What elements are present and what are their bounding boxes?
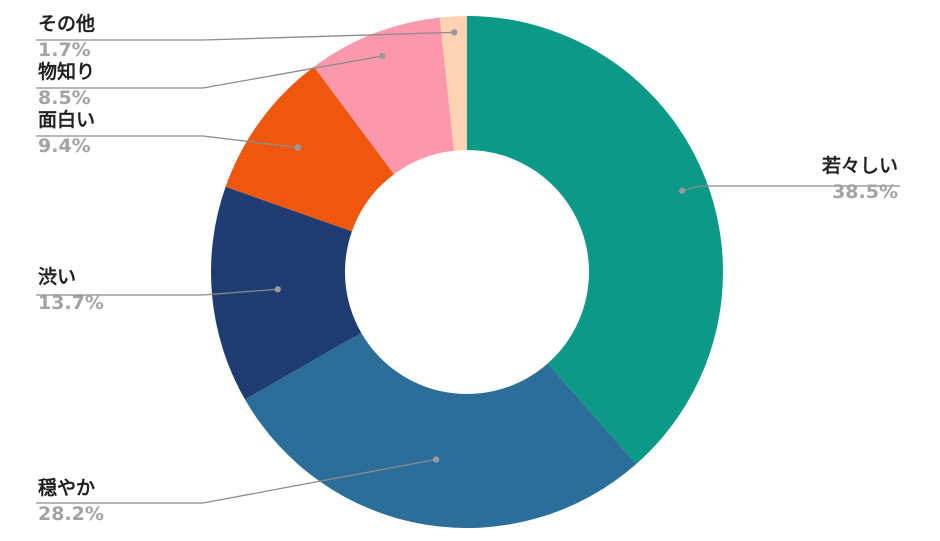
leader-line-3 (36, 288, 278, 296)
leader-line-1 (681, 185, 900, 192)
leader-dot-5 (379, 52, 386, 60)
slice-value-label-5: 8.5% (38, 87, 91, 109)
slice-value-label-1: 38.5% (832, 181, 898, 203)
labels-layer: 若々しい 38.5% 穏やか 28.2% 渋い 13.7% 面白い 9.4% 物知り 8.5% その… (38, 12, 898, 525)
slice-label-2: 穏やか (38, 477, 95, 499)
donut-slice-6 (439, 16, 467, 151)
slice-value-label-4: 9.4% (38, 135, 91, 157)
slice-value-label-2: 28.2% (38, 503, 104, 525)
slice-label-1: 若々しい (822, 154, 898, 177)
leader-dot-6 (450, 29, 458, 36)
leader-line-6 (36, 31, 455, 41)
slice-label-5: 物知り (38, 60, 95, 83)
donut-slice-2 (245, 332, 637, 528)
leader-dot-1 (678, 187, 686, 194)
slice-label-4: 面白い (38, 108, 95, 131)
leader-line-5 (36, 55, 383, 89)
donut-slice-1 (467, 16, 723, 465)
donut-slice-3 (210, 186, 362, 400)
slices-layer (210, 16, 723, 528)
leader-line-2 (36, 458, 437, 504)
slice-value-label-3: 13.7% (38, 292, 104, 314)
leader-dot-2 (432, 456, 440, 463)
leader-line-4 (36, 135, 298, 149)
slice-label-6: その他 (38, 12, 95, 35)
leader-dot-3 (274, 286, 281, 293)
slice-label-3: 渋い (38, 265, 76, 288)
donut-slice-5 (313, 17, 454, 175)
leader-lines-layer (36, 29, 900, 504)
leader-dot-4 (294, 144, 302, 151)
slice-value-label-6: 1.7% (38, 39, 91, 61)
donut-slice-4 (225, 66, 395, 232)
